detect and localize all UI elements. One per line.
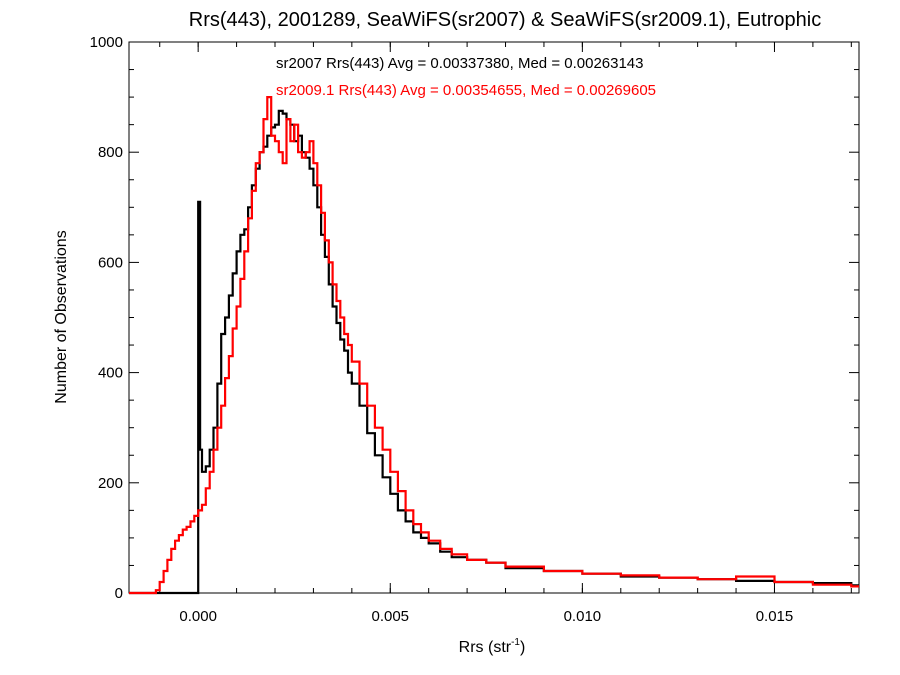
x-tick-label: 0.010 <box>564 608 602 625</box>
y-tick-label: 800 <box>98 144 123 161</box>
x-axis-label-main: Rrs (str <box>459 639 512 656</box>
y-tick-label: 600 <box>98 254 123 271</box>
series-sr2009-histogram <box>129 96 859 595</box>
annotation-sr2009: sr2009.1 Rrs(443) Avg = 0.00354655, Med … <box>276 82 656 99</box>
x-axis-label-sup: -1 <box>511 637 520 648</box>
x-tick-label: 0.005 <box>371 608 409 625</box>
series-group <box>129 96 859 595</box>
series-sr2007-histogram <box>129 109 859 595</box>
y-tick-label: 200 <box>98 475 123 492</box>
annotation-sr2007: sr2007 Rrs(443) Avg = 0.00337380, Med = … <box>276 55 644 72</box>
y-tick-label: 1000 <box>90 34 123 51</box>
y-tick-label: 400 <box>98 365 123 382</box>
x-tick-label: 0.000 <box>179 608 217 625</box>
x-axis-label: Rrs (str-1) <box>459 637 526 656</box>
y-axis-label: Number of Observations <box>53 230 70 403</box>
axis-ticks: 0.000 0.005 0.010 0.015 0 200 400 600 800 1000 <box>90 34 859 625</box>
x-axis-label-close: ) <box>520 639 525 656</box>
plot-frame <box>128 41 860 594</box>
chart-title: Rrs(443), 2001289, SeaWiFS(sr2007) & Sea… <box>189 9 822 31</box>
y-tick-label: 0 <box>115 585 123 602</box>
x-tick-label: 0.015 <box>756 608 794 625</box>
